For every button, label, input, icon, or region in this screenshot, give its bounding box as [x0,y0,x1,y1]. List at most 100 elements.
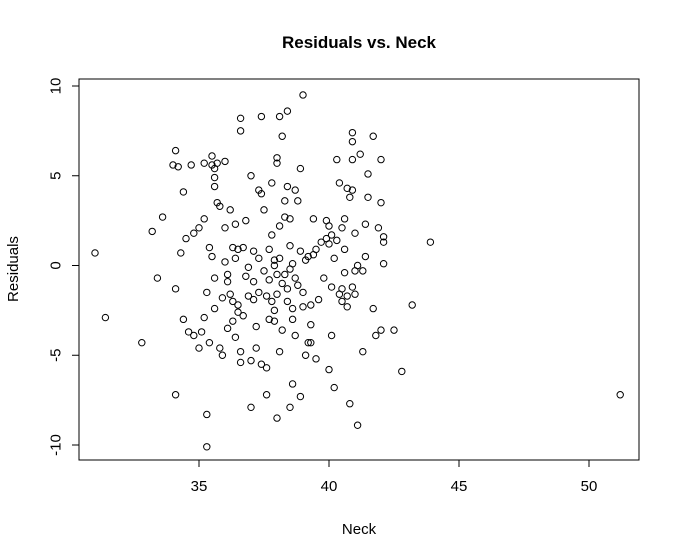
data-point [203,443,211,451]
data-point [364,170,372,178]
data-point [229,243,237,252]
data-point [340,215,349,223]
x-tick-label: 50 [581,478,598,495]
data-point [343,303,351,311]
data-point [325,365,333,374]
data-point [281,270,289,279]
data-point [270,256,279,264]
data-point [294,281,302,289]
data-point [301,351,310,359]
data-point [221,157,229,166]
data-point [273,290,281,298]
data-point [377,326,385,334]
data-point [348,155,357,164]
data-point [377,155,385,164]
data-point [179,188,188,196]
data-point [171,285,180,293]
data-point [270,317,279,325]
data-point [223,324,232,333]
data-point [270,261,279,270]
data-point [249,277,258,286]
data-point [270,306,279,315]
data-point [273,159,281,167]
data-point [278,326,286,334]
data-point [275,347,284,356]
data-point [239,312,247,320]
data-point [179,315,188,324]
data-point [343,292,351,300]
data-point [275,112,284,121]
data-point [208,152,216,160]
data-point [231,254,240,263]
data-point [275,254,284,263]
data-point [268,297,276,306]
data-point [281,213,289,221]
data-point [273,270,281,279]
x-tick-label: 40 [321,478,338,495]
data-point [148,227,156,236]
data-point [353,421,362,429]
data-point [195,344,203,352]
data-point [210,304,219,313]
data-point [216,344,224,352]
data-point [291,274,299,282]
data-point [356,150,364,158]
data-point [286,215,294,223]
data-point [257,360,266,368]
data-point [286,242,294,250]
data-point [234,245,242,254]
data-point [190,331,198,340]
data-point [330,254,338,263]
data-point [229,297,237,306]
data-point [273,414,281,422]
data-point [288,260,297,268]
data-point [359,347,367,356]
data-point [338,297,346,306]
data-point [265,276,273,284]
data-point [210,274,219,282]
data-point [333,155,341,164]
data-point [247,356,255,365]
data-point [249,295,258,304]
data-point [286,403,294,412]
data-point [283,285,292,293]
data-point [195,224,203,232]
data-point [348,137,357,146]
x-axis-label: Neck [342,521,377,538]
data-point [260,206,268,214]
data-point [307,321,315,329]
x-axis: 35 40 45 50 [191,459,598,495]
data-point [353,261,362,270]
data-point [244,263,253,271]
data-point [255,288,263,297]
data-point [205,338,214,347]
data-point [343,184,351,193]
data-point [377,198,385,207]
data-point [226,206,234,214]
data-point [309,215,318,223]
data-point [340,245,349,254]
data-point [158,213,167,221]
data-point [169,161,177,169]
data-point [288,304,297,313]
data-point [260,267,268,275]
data-point [236,127,245,135]
data-point [239,243,247,252]
data-point [184,328,193,336]
data-point [379,260,388,268]
data-point [351,290,359,298]
data-point [231,220,240,228]
data-point [275,222,284,230]
data-point [216,202,224,210]
data-point [327,331,336,340]
data-point [374,224,383,232]
data-point [372,331,380,340]
data-point [312,355,320,363]
y-axis: -10 -5 0 5 10 [48,78,80,456]
data-point [197,328,206,336]
data-point [231,333,240,341]
chart-title: Residuals vs. Neck [282,33,437,52]
data-point [291,186,299,194]
data-point [257,190,266,198]
data-point [398,367,406,376]
